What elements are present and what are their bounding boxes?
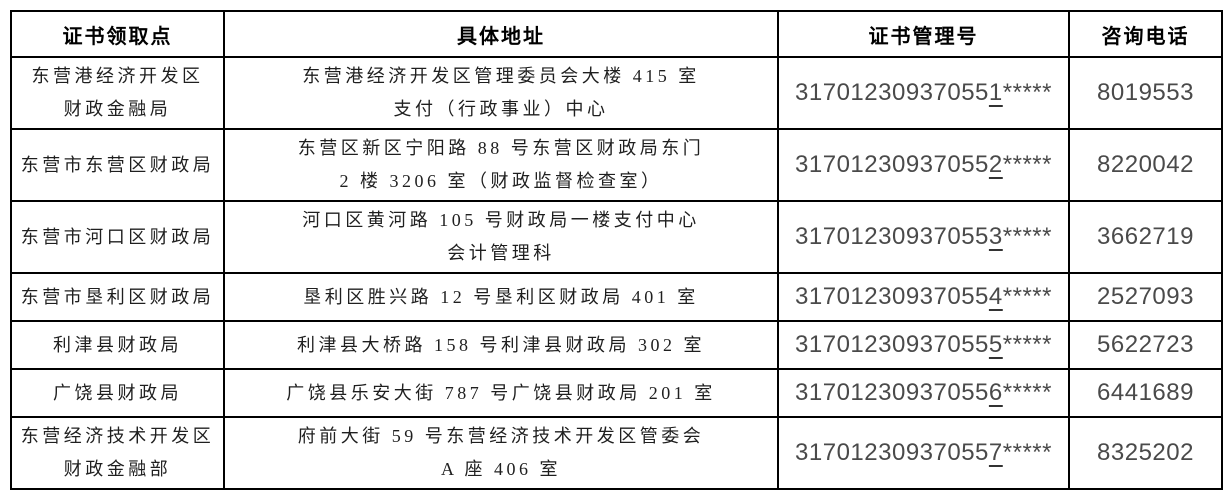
address-cell: 府前大街 59 号东营经济技术开发区管委会 A 座 406 室	[223, 416, 779, 490]
address-cell: 河口区黄河路 105 号财政局一楼支付中心 会计管理科	[223, 200, 779, 274]
cert-number-underlined-digit: 1	[988, 79, 1003, 106]
address-cell: 垦利区胜兴路 12 号垦利区财政局 401 室	[223, 272, 779, 322]
cert-number-mask: *****	[1002, 379, 1052, 406]
table-row: 东营市东营区财政局 东营区新区宁阳路 88 号东营区财政局东门 2 楼 3206…	[10, 128, 1223, 202]
address-cell: 广饶县乐安大街 787 号广饶县财政局 201 室	[223, 368, 779, 418]
cert-number-underlined-digit: 6	[988, 379, 1003, 406]
table-row: 利津县财政局 利津县大桥路 158 号利津县财政局 302 室 31701230…	[10, 320, 1223, 370]
cert-number-underlined-digit: 3	[988, 223, 1003, 250]
cert-number-prefix: 31701230937055	[795, 79, 989, 106]
phone-cell: 8019553	[1068, 56, 1223, 130]
cert-number-cell: 317012309370556*****	[777, 368, 1070, 418]
cert-number-prefix: 31701230937055	[795, 439, 989, 466]
table-header-row: 证书领取点 具体地址 证书管理号 咨询电话	[10, 10, 1223, 58]
pickup-point-cell: 广饶县财政局	[10, 368, 225, 418]
cert-number-prefix: 31701230937055	[795, 379, 989, 406]
phone-cell: 5622723	[1068, 320, 1223, 370]
cert-number-cell: 317012309370552*****	[777, 128, 1070, 202]
cert-number-cell: 317012309370555*****	[777, 320, 1070, 370]
col-header-phone: 咨询电话	[1068, 10, 1223, 58]
phone-cell: 2527093	[1068, 272, 1223, 322]
cert-number-mask: *****	[1002, 223, 1052, 250]
cert-number-cell: 317012309370557*****	[777, 416, 1070, 490]
cert-number-prefix: 31701230937055	[795, 331, 989, 358]
cert-number-cell: 317012309370551*****	[777, 56, 1070, 130]
table-row: 东营市垦利区财政局 垦利区胜兴路 12 号垦利区财政局 401 室 317012…	[10, 272, 1223, 322]
cert-number-mask: *****	[1002, 79, 1052, 106]
cert-number-underlined-digit: 2	[988, 151, 1003, 178]
phone-cell: 3662719	[1068, 200, 1223, 274]
cert-number-prefix: 31701230937055	[795, 283, 989, 310]
pickup-point-cell: 东营市河口区财政局	[10, 200, 225, 274]
cert-number-underlined-digit: 4	[988, 283, 1003, 310]
pickup-point-cell: 东营经济技术开发区 财政金融部	[10, 416, 225, 490]
cert-number-prefix: 31701230937055	[795, 223, 989, 250]
cert-number-mask: *****	[1002, 151, 1052, 178]
table-row: 东营经济技术开发区 财政金融部 府前大街 59 号东营经济技术开发区管委会 A …	[10, 416, 1223, 490]
phone-cell: 8220042	[1068, 128, 1223, 202]
cert-number-prefix: 31701230937055	[795, 151, 989, 178]
phone-cell: 6441689	[1068, 368, 1223, 418]
table-row: 广饶县财政局 广饶县乐安大街 787 号广饶县财政局 201 室 3170123…	[10, 368, 1223, 418]
table-row: 东营市河口区财政局 河口区黄河路 105 号财政局一楼支付中心 会计管理科 31…	[10, 200, 1223, 274]
cert-number-cell: 317012309370553*****	[777, 200, 1070, 274]
cert-number-mask: *****	[1002, 283, 1052, 310]
col-header-pickup-point: 证书领取点	[10, 10, 225, 58]
col-header-cert-number: 证书管理号	[777, 10, 1070, 58]
cert-number-cell: 317012309370554*****	[777, 272, 1070, 322]
pickup-point-cell: 东营市垦利区财政局	[10, 272, 225, 322]
phone-cell: 8325202	[1068, 416, 1223, 490]
address-cell: 东营区新区宁阳路 88 号东营区财政局东门 2 楼 3206 室（财政监督检查室…	[223, 128, 779, 202]
pickup-point-cell: 东营市东营区财政局	[10, 128, 225, 202]
pickup-point-cell: 利津县财政局	[10, 320, 225, 370]
address-cell: 利津县大桥路 158 号利津县财政局 302 室	[223, 320, 779, 370]
certificate-pickup-table: 证书领取点 具体地址 证书管理号 咨询电话 东营港经济开发区 财政金融局 东营港…	[10, 10, 1223, 490]
address-cell: 东营港经济开发区管理委员会大楼 415 室 支付（行政事业）中心	[223, 56, 779, 130]
cert-number-mask: *****	[1002, 331, 1052, 358]
cert-number-underlined-digit: 5	[988, 331, 1003, 358]
cert-number-mask: *****	[1002, 439, 1052, 466]
pickup-point-cell: 东营港经济开发区 财政金融局	[10, 56, 225, 130]
col-header-address: 具体地址	[223, 10, 779, 58]
cert-number-underlined-digit: 7	[988, 439, 1003, 466]
table-row: 东营港经济开发区 财政金融局 东营港经济开发区管理委员会大楼 415 室 支付（…	[10, 56, 1223, 130]
